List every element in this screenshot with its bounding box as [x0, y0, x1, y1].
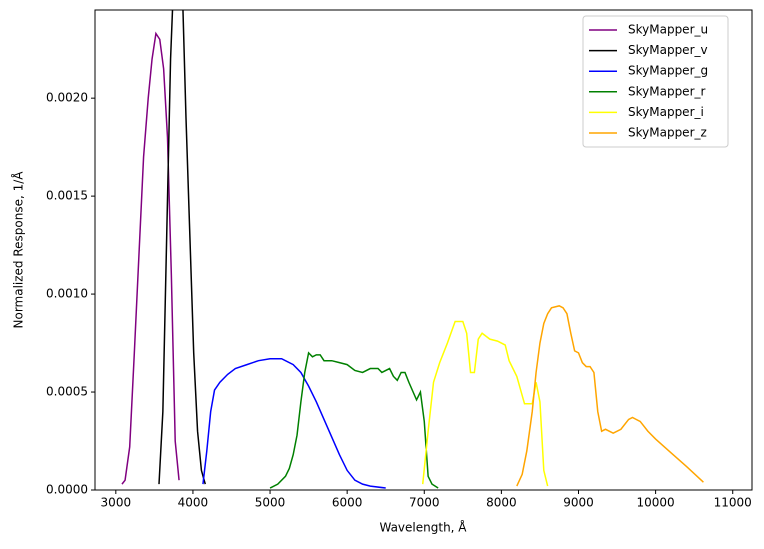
- legend-box: [582, 15, 729, 148]
- legend-label: SkyMapper_g: [628, 64, 708, 78]
- legend-label: SkyMapper_z: [628, 126, 707, 140]
- series-line: [158, 10, 206, 485]
- x-tick-label: 8000: [486, 496, 517, 510]
- x-tick-label: 10000: [637, 496, 675, 510]
- y-tick-label: 0.0000: [46, 483, 88, 497]
- legend-label: SkyMapper_u: [628, 23, 708, 37]
- x-tick-label: 3000: [101, 496, 132, 510]
- x-tick-label: 5000: [255, 496, 286, 510]
- series-line: [121, 31, 180, 485]
- legend-label: SkyMapper_i: [628, 105, 704, 119]
- x-tick-label: 4000: [178, 496, 209, 510]
- series-line: [516, 305, 704, 487]
- x-tick-label: 6000: [332, 496, 363, 510]
- plot-frame: [94, 9, 753, 491]
- y-tick-label: 0.0020: [46, 91, 88, 105]
- y-tick-label: 0.0005: [46, 385, 88, 399]
- y-axis-label: Normalized Response, 1/Å: [11, 171, 26, 329]
- x-tick-label: 11000: [714, 496, 752, 510]
- y-tick-label: 0.0015: [46, 189, 88, 203]
- series-line: [269, 351, 439, 489]
- y-tick-label: 0.0010: [46, 287, 88, 301]
- series-line: [202, 357, 386, 489]
- series-line: [421, 320, 549, 487]
- x-tick-label: 7000: [409, 496, 440, 510]
- lines: [121, 10, 704, 489]
- legend-label: SkyMapper_r: [628, 84, 705, 98]
- x-axis-label: Wavelength, Å: [379, 520, 467, 535]
- x-tick-label: 9000: [563, 496, 594, 510]
- legend-label: SkyMapper_v: [628, 43, 708, 57]
